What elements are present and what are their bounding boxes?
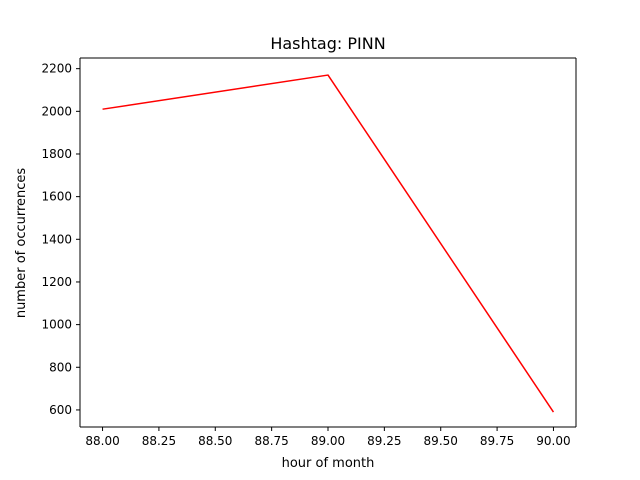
y-tick-label: 1400 <box>41 232 72 246</box>
x-axis-label: hour of month <box>282 456 375 471</box>
x-tick-label: 89.25 <box>367 434 401 448</box>
x-tick-label: 88.50 <box>198 434 232 448</box>
y-tick-label: 1200 <box>41 275 72 289</box>
y-tick-label: 2000 <box>41 104 72 118</box>
x-tick-label: 88.75 <box>254 434 288 448</box>
x-tick-label: 89.00 <box>311 434 345 448</box>
y-tick-label: 800 <box>49 360 72 374</box>
x-tick-label: 89.50 <box>424 434 458 448</box>
chart-title: Hashtag: PINN <box>270 34 385 53</box>
x-tick-label: 88.00 <box>85 434 119 448</box>
y-tick-label: 1800 <box>41 147 72 161</box>
plot-area <box>102 74 555 413</box>
x-tick-label: 89.75 <box>480 434 514 448</box>
x-tick-label: 90.00 <box>536 434 570 448</box>
y-axis-label: number of occurrences <box>14 168 29 319</box>
y-tick-label: 1000 <box>41 318 72 332</box>
axes: 88.00 88.25 88.50 88.75 89.00 89.25 89.50 89.75… <box>41 57 577 448</box>
y-tick-label: 1600 <box>41 190 72 204</box>
x-tick-label: 88.25 <box>142 434 176 448</box>
y-tick-label: 2200 <box>41 62 72 76</box>
y-tick-label: 600 <box>49 403 72 417</box>
series-line-0 <box>102 74 555 413</box>
